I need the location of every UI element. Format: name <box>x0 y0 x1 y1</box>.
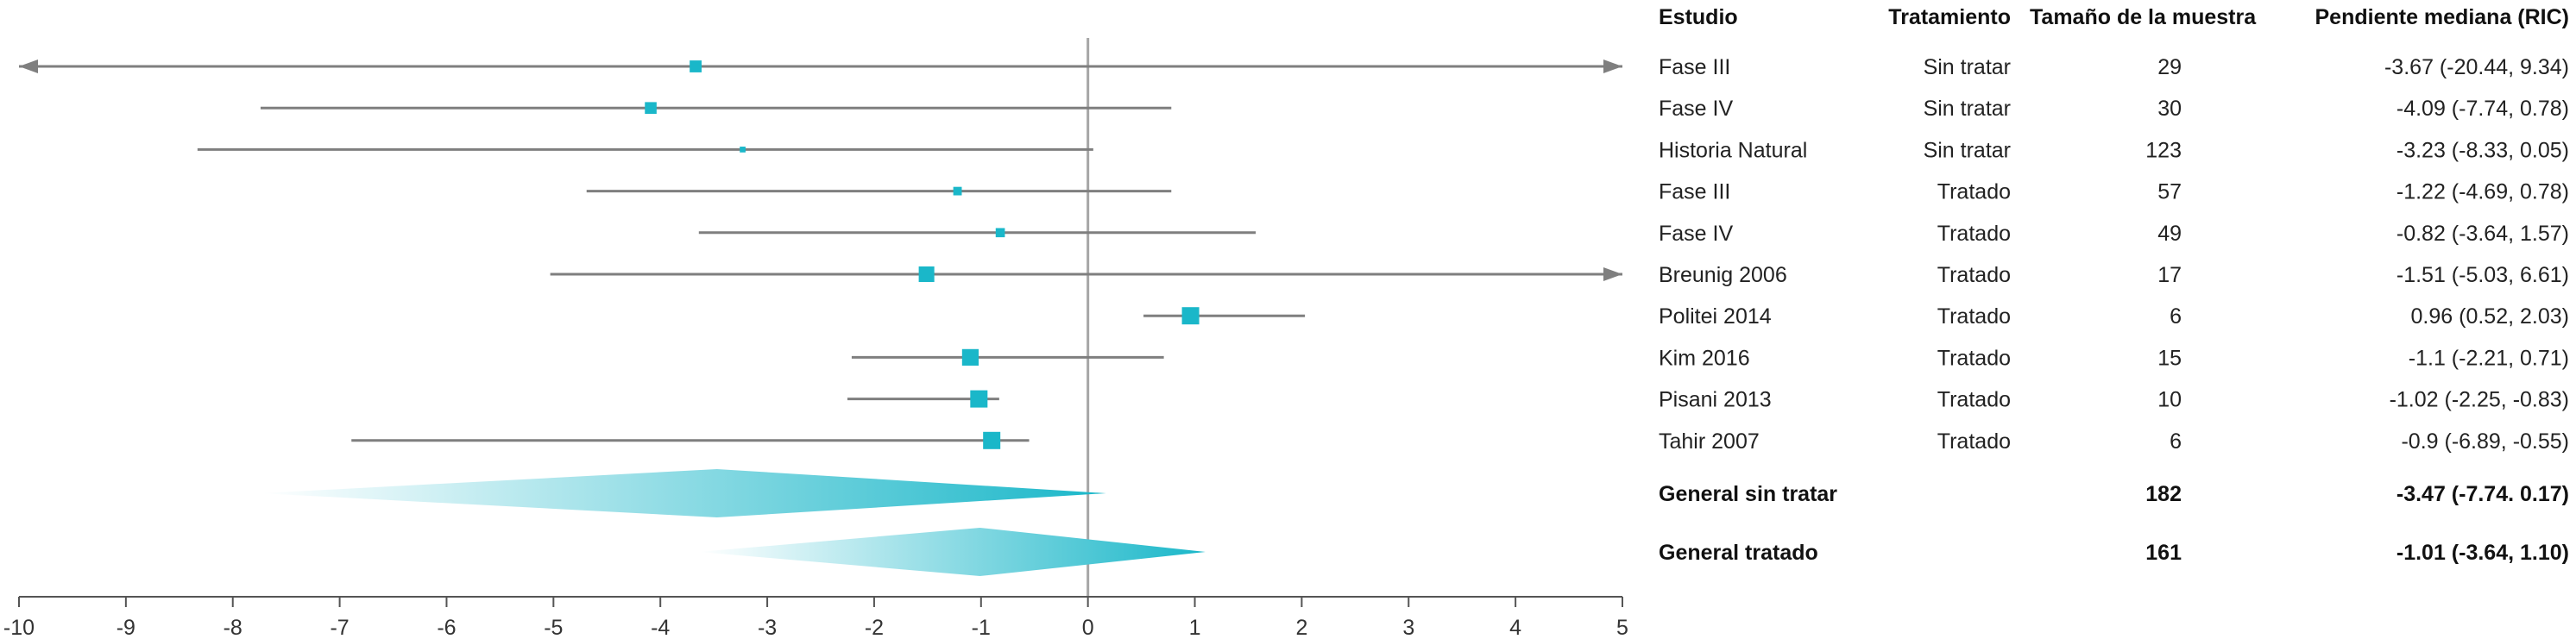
estimate-marker <box>645 102 657 114</box>
estimate-marker <box>961 348 979 366</box>
summary-diamond <box>260 469 1106 517</box>
x-tick-label: -5 <box>544 616 563 639</box>
x-tick-label: -6 <box>437 616 456 639</box>
header-treatment: Tratamiento <box>1888 5 2011 29</box>
x-tick-label: 3 <box>1402 616 1414 639</box>
x-tick-label: -8 <box>224 616 242 639</box>
treatment-value: Tratado <box>1937 180 2011 204</box>
study-name: Pisani 2013 <box>1659 388 1772 412</box>
summary-slope-value: -3.47 (-7.74. 0.17) <box>2396 482 2569 506</box>
median-slope-value: 0.96 (0.52, 2.03) <box>2411 304 2569 329</box>
median-slope-value: -0.82 (-3.64, 1.57) <box>2396 222 2569 246</box>
median-slope-value: -1.1 (-2.21, 0.71) <box>2409 346 2569 370</box>
median-slope-value: -4.09 (-7.74, 0.78) <box>2396 97 2569 121</box>
sample-size-value: 17 <box>2157 263 2182 287</box>
median-slope-value: -3.67 (-20.44, 9.34) <box>2384 55 2569 79</box>
estimate-marker <box>1181 307 1200 325</box>
treatment-value: Tratado <box>1937 304 2011 329</box>
study-name: Fase IV <box>1659 222 1733 246</box>
summary-label: General sin tratar <box>1659 482 1837 506</box>
study-name: Fase III <box>1659 180 1730 204</box>
estimate-marker <box>690 60 702 72</box>
study-name: Tahir 2007 <box>1659 429 1760 454</box>
x-tick-label: -3 <box>758 616 777 639</box>
x-tick-label: -2 <box>865 616 884 639</box>
summary-sample-size: 182 <box>2145 482 2182 506</box>
treatment-value: Sin tratar <box>1924 97 2011 121</box>
x-tick-label: 1 <box>1189 616 1201 639</box>
sample-size-value: 57 <box>2157 180 2182 204</box>
estimate-marker <box>983 431 1001 449</box>
ci-arrow-right <box>1603 60 1622 73</box>
x-tick-label: 2 <box>1295 616 1307 639</box>
study-name: Politei 2014 <box>1659 304 1772 329</box>
sample-size-value: 30 <box>2157 97 2182 121</box>
x-tick-label: -9 <box>117 616 135 639</box>
treatment-value: Sin tratar <box>1924 138 2011 162</box>
estimate-marker <box>740 147 746 153</box>
x-tick-label: -4 <box>651 616 670 639</box>
estimate-marker <box>970 390 988 408</box>
x-tick-label: -7 <box>330 616 349 639</box>
x-tick-label: 0 <box>1082 616 1094 639</box>
median-slope-value: -1.51 (-5.03, 6.61) <box>2396 263 2569 287</box>
treatment-value: Tratado <box>1937 222 2011 246</box>
estimate-marker <box>918 266 935 283</box>
header-median-slope: Pendiente mediana (RIC) <box>2315 5 2570 29</box>
x-tick-label: 4 <box>1509 616 1521 639</box>
treatment-value: Tratado <box>1937 429 2011 454</box>
median-slope-value: -1.02 (-2.25, -0.83) <box>2390 388 2569 412</box>
treatment-value: Sin tratar <box>1924 55 2011 79</box>
treatment-value: Tratado <box>1937 263 2011 287</box>
study-name: Historia Natural <box>1659 138 1807 162</box>
sample-size-value: 15 <box>2157 346 2182 370</box>
summary-slope-value: -1.01 (-3.64, 1.10) <box>2396 541 2569 565</box>
summary-sample-size: 161 <box>2145 541 2182 565</box>
ci-arrow-left <box>19 60 38 73</box>
median-slope-value: -0.9 (-6.89, -0.55) <box>2401 429 2569 454</box>
estimate-marker <box>995 228 1005 238</box>
x-tick-label: -1 <box>972 616 991 639</box>
sample-size-value: 6 <box>2170 429 2182 454</box>
summary-diamond <box>698 528 1206 576</box>
median-slope-value: -3.23 (-8.33, 0.05) <box>2396 138 2569 162</box>
sample-size-value: 10 <box>2157 388 2182 412</box>
summary-label: General tratado <box>1659 541 1818 565</box>
sample-size-value: 6 <box>2170 304 2182 329</box>
study-name: Fase III <box>1659 55 1730 79</box>
x-tick-label: 5 <box>1616 616 1628 639</box>
sample-size-value: 123 <box>2145 138 2182 162</box>
study-name: Fase IV <box>1659 97 1733 121</box>
study-name: Breunig 2006 <box>1659 263 1787 287</box>
sample-size-value: 29 <box>2157 55 2182 79</box>
sample-size-value: 49 <box>2157 222 2182 246</box>
treatment-value: Tratado <box>1937 346 2011 370</box>
median-slope-value: -1.22 (-4.69, 0.78) <box>2396 180 2569 204</box>
study-name: Kim 2016 <box>1659 346 1750 370</box>
header-study: Estudio <box>1659 5 1738 29</box>
x-tick-label: -10 <box>3 616 35 639</box>
treatment-value: Tratado <box>1937 388 2011 412</box>
ci-arrow-right <box>1603 267 1622 281</box>
header-sample-size: Tamaño de la muestra <box>2030 5 2257 29</box>
estimate-marker <box>953 186 962 196</box>
